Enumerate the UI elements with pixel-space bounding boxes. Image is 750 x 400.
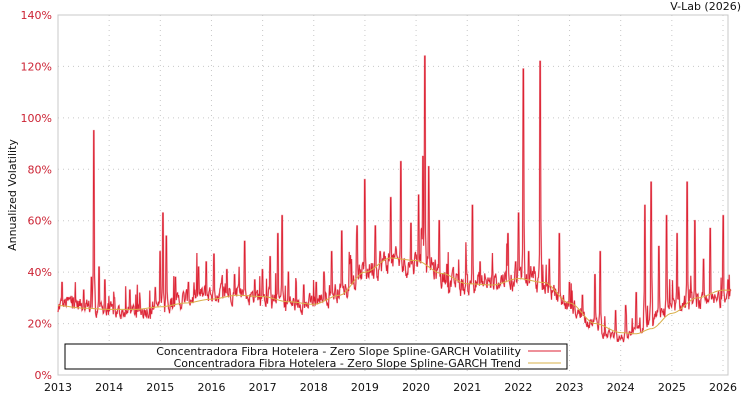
- legend-label-volatility: Concentradora Fibra Hotelera - Zero Slop…: [156, 345, 521, 358]
- x-tick-label: 2015: [146, 381, 174, 394]
- x-tick-label: 2016: [197, 381, 225, 394]
- y-axis-ticks: 0% 20% 40% 60% 80% 100% 120% 140%: [21, 9, 52, 382]
- x-tick-label: 2018: [300, 381, 328, 394]
- x-tick-label: 2017: [249, 381, 277, 394]
- x-tick-label: 2022: [504, 381, 532, 394]
- x-tick-label: 2023: [556, 381, 584, 394]
- y-tick-label: 60%: [28, 215, 52, 228]
- y-tick-label: 140%: [21, 9, 52, 22]
- x-tick-label: 2019: [351, 381, 379, 394]
- y-tick-label: 0%: [35, 369, 52, 382]
- credit-label: V-Lab (2026): [670, 0, 741, 13]
- x-tick-label: 2014: [95, 381, 123, 394]
- legend: Concentradora Fibra Hotelera - Zero Slop…: [64, 343, 568, 370]
- x-axis-ticks: 2013 2014 2015 2016 2017 2018 2019 2020 2021 2022…: [44, 381, 737, 394]
- y-tick-label: 20%: [28, 318, 52, 331]
- x-tick-label: 2021: [453, 381, 481, 394]
- x-tick-label: 2024: [607, 381, 635, 394]
- grid-lines: [57, 14, 728, 376]
- y-tick-label: 40%: [28, 266, 52, 279]
- trend-line: [58, 257, 731, 335]
- x-tick-label: 2020: [402, 381, 430, 394]
- trend-series: [58, 257, 731, 335]
- x-tick-label: 2025: [658, 381, 686, 394]
- volatility-series: [57, 55, 732, 343]
- legend-box: [64, 343, 568, 370]
- x-tick-label: 2013: [44, 381, 72, 394]
- plot-frame: [57, 14, 729, 376]
- volatility-line: [57, 55, 732, 343]
- x-tick-label: 2026: [709, 381, 737, 394]
- y-axis-label: Annualized Volatility: [6, 139, 19, 251]
- y-tick-label: 100%: [21, 112, 52, 125]
- legend-label-trend: Concentradora Fibra Hotelera - Zero Slop…: [174, 357, 521, 370]
- volatility-line-halo: [57, 55, 732, 343]
- y-tick-label: 120%: [21, 60, 52, 73]
- y-tick-label: 80%: [28, 163, 52, 176]
